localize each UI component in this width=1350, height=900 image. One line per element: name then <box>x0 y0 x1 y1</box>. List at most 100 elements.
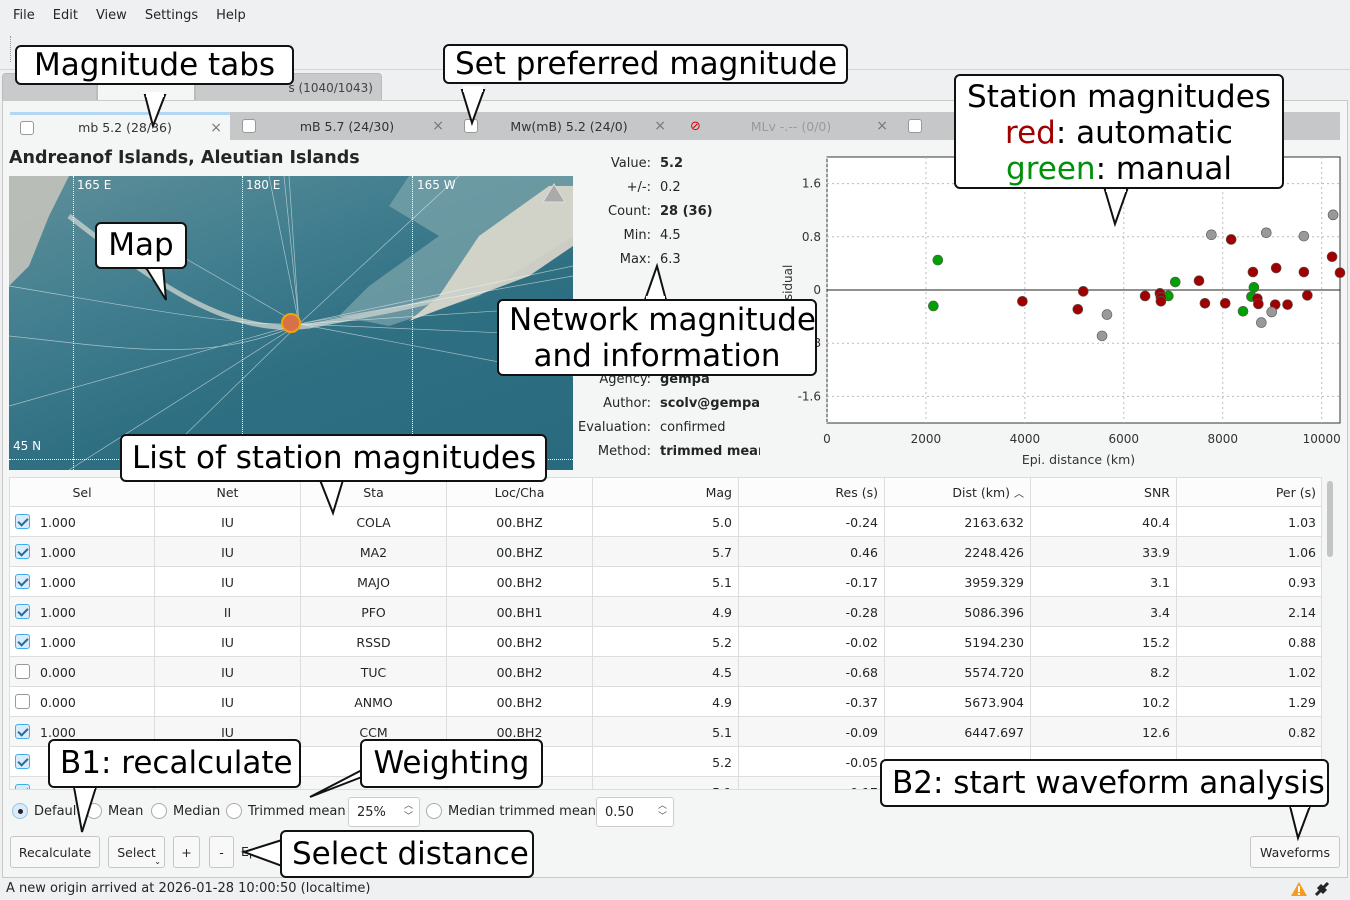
station-point-automatic[interactable] <box>1077 286 1089 297</box>
column-header-dist[interactable]: Dist (km) ︿ <box>885 478 1031 507</box>
station-point-automatic[interactable] <box>1253 298 1264 310</box>
station-checkbox[interactable] <box>15 694 30 709</box>
station-point-automatic[interactable] <box>1225 234 1237 245</box>
column-header-mag[interactable]: Mag <box>593 478 739 507</box>
toolbar-grip[interactable] <box>10 36 12 62</box>
column-header-net[interactable]: Net <box>155 478 301 507</box>
table-row[interactable]: 0.000 IU ANMO 00.BH2 4.9 -0.37 5673.904 10.2 1.2… <box>10 687 1321 717</box>
table-scrollbar[interactable] <box>1325 479 1335 789</box>
menu-file[interactable]: File <box>13 7 35 23</box>
station-point-automatic[interactable] <box>1072 303 1084 315</box>
station-checkbox[interactable] <box>15 634 30 649</box>
column-header-res[interactable]: Res (s) <box>739 478 885 507</box>
table-row[interactable]: 1.000 IU MAJO 00.BH2 5.1 -0.17 3959.329 3.1 0.93 <box>10 567 1321 597</box>
trimmed-mean-spinbox[interactable]: 25% ︿ ﹀ <box>348 797 420 827</box>
station-point-automatic[interactable] <box>1334 267 1346 279</box>
station-point-inactive[interactable] <box>1327 209 1339 221</box>
station-point-inactive[interactable] <box>1266 306 1278 318</box>
station-checkbox[interactable] <box>15 754 30 769</box>
station-point-automatic[interactable] <box>1193 275 1205 286</box>
station-point-inactive[interactable] <box>1206 229 1217 241</box>
table-row[interactable]: 1.000 IU RSSD 00.BH2 5.2 -0.02 5194.230 15.2 0.8… <box>10 627 1321 657</box>
close-icon[interactable]: × <box>654 118 666 134</box>
station-point-inactive[interactable] <box>1298 230 1310 242</box>
radio-median[interactable]: Median <box>151 803 220 819</box>
station-point-automatic[interactable] <box>1247 266 1259 278</box>
magnitude-tab[interactable]: Mw(mB) 5.2 (24/0) × <box>454 112 674 140</box>
tab-label: mb 5.2 (28/36) <box>78 120 172 135</box>
column-header-sel[interactable]: Sel <box>10 478 155 507</box>
menu-edit[interactable]: Edit <box>52 7 78 23</box>
column-header-per[interactable]: Per (s) <box>1177 478 1321 507</box>
station-point-automatic[interactable] <box>1326 251 1338 263</box>
table-row[interactable]: 1.000 IU MA2 00.BHZ 5.7 0.46 2248.426 33.9 1.06 <box>10 537 1321 567</box>
preferred-checkbox[interactable] <box>242 119 256 133</box>
spin-arrows-icon[interactable]: ︿ ﹀ <box>403 801 413 822</box>
station-point-automatic[interactable] <box>1302 290 1313 301</box>
residual-plot[interactable]: 02000400060008000100001.60.80-0.8-1.6Epi… <box>780 150 1350 475</box>
station-point-inactive[interactable] <box>1256 317 1267 328</box>
median-trimmed-spinbox[interactable]: 0.50 ︿ ﹀ <box>596 797 674 827</box>
scrollbar-thumb[interactable] <box>1327 481 1333 557</box>
radio-mean[interactable]: Mean <box>86 803 143 819</box>
station-point-manual[interactable] <box>1169 276 1181 288</box>
close-icon[interactable]: × <box>876 118 888 134</box>
preferred-checkbox[interactable] <box>464 119 478 133</box>
station-point-automatic[interactable] <box>1139 290 1151 302</box>
magnitude-tab[interactable]: ⊘ MLv -.-- (0/0) × <box>676 112 896 140</box>
station-checkbox[interactable] <box>15 724 30 739</box>
recalculate-button[interactable]: Recalculate <box>10 836 100 868</box>
add-distance-button[interactable]: + <box>173 836 200 868</box>
radio-trimmed-mean[interactable]: Trimmed mean <box>226 803 346 819</box>
table-row[interactable]: 1.000 II PFO 00.BH1 4.9 -0.28 5086.396 3.4 2.14 <box>10 597 1321 627</box>
station-point-inactive[interactable] <box>1096 330 1108 342</box>
station-point-automatic[interactable] <box>1017 296 1028 307</box>
menu-settings[interactable]: Settings <box>144 7 199 23</box>
station-point-automatic[interactable] <box>1270 262 1282 274</box>
station-checkbox[interactable] <box>15 514 30 529</box>
station-point-manual[interactable] <box>932 254 944 266</box>
disabled-icon[interactable]: ⊘ <box>690 118 701 134</box>
waveforms-button[interactable]: Waveforms <box>1250 836 1340 868</box>
station-checkbox[interactable] <box>15 574 30 589</box>
station-checkbox[interactable] <box>15 604 30 619</box>
radio-default[interactable]: Default <box>12 803 82 819</box>
magnitude-tab[interactable]: mB 5.7 (24/30) × <box>232 112 452 140</box>
close-icon[interactable]: × <box>432 118 444 134</box>
station-point-automatic[interactable] <box>1298 266 1310 278</box>
callout-red: red <box>1005 115 1056 151</box>
station-point-automatic[interactable] <box>1282 299 1293 310</box>
warning-icon[interactable] <box>1290 881 1308 897</box>
station-point-manual[interactable] <box>1237 305 1249 317</box>
close-icon[interactable]: × <box>210 119 222 136</box>
station-point-manual[interactable] <box>1248 282 1260 293</box>
station-point-automatic[interactable] <box>1155 296 1167 307</box>
station-point-inactive[interactable] <box>1260 227 1272 239</box>
table-row[interactable]: 1.000 IU COLA 00.BHZ 5.0 -0.24 2163.632 40.4 1.0… <box>10 507 1321 537</box>
preferred-checkbox[interactable] <box>908 119 922 133</box>
station-point-automatic[interactable] <box>1199 298 1211 309</box>
epicenter-marker[interactable] <box>281 313 301 333</box>
column-header-sta[interactable]: Sta <box>301 478 447 507</box>
menu-view[interactable]: View <box>95 7 127 23</box>
radio-median-trimmed-mean[interactable]: Median trimmed mean <box>426 803 596 819</box>
station-point-manual[interactable] <box>928 300 939 312</box>
column-header-loc[interactable]: Loc/Cha <box>447 478 593 507</box>
cell-res: -0.37 <box>739 687 885 717</box>
table-row[interactable]: 1.000 IU CCM 00.BH2 5.1 -0.09 6447.697 12.6 0.82 <box>10 717 1321 747</box>
station-checkbox[interactable] <box>15 784 30 789</box>
preferred-checkbox[interactable] <box>20 120 34 135</box>
select-button[interactable]: Select ⌄ <box>108 836 165 868</box>
map[interactable]: 165 E 180 E 165 W 45 N <box>9 176 573 470</box>
magnitude-tab[interactable]: mb 5.2 (28/36) × <box>10 112 230 140</box>
spin-arrows-icon[interactable]: ︿ ﹀ <box>657 801 667 822</box>
station-point-automatic[interactable] <box>1219 298 1231 309</box>
table-row[interactable]: 0.000 IU TUC 00.BH2 4.5 -0.68 5574.720 8.2 1.02 <box>10 657 1321 687</box>
column-header-snr[interactable]: SNR <box>1031 478 1177 507</box>
menu-help[interactable]: Help <box>216 7 246 23</box>
station-checkbox[interactable] <box>15 544 30 559</box>
station-point-inactive[interactable] <box>1101 309 1113 320</box>
remove-distance-button[interactable]: - <box>209 836 234 868</box>
disconnected-icon[interactable] <box>1314 881 1330 897</box>
station-checkbox[interactable] <box>15 664 30 679</box>
